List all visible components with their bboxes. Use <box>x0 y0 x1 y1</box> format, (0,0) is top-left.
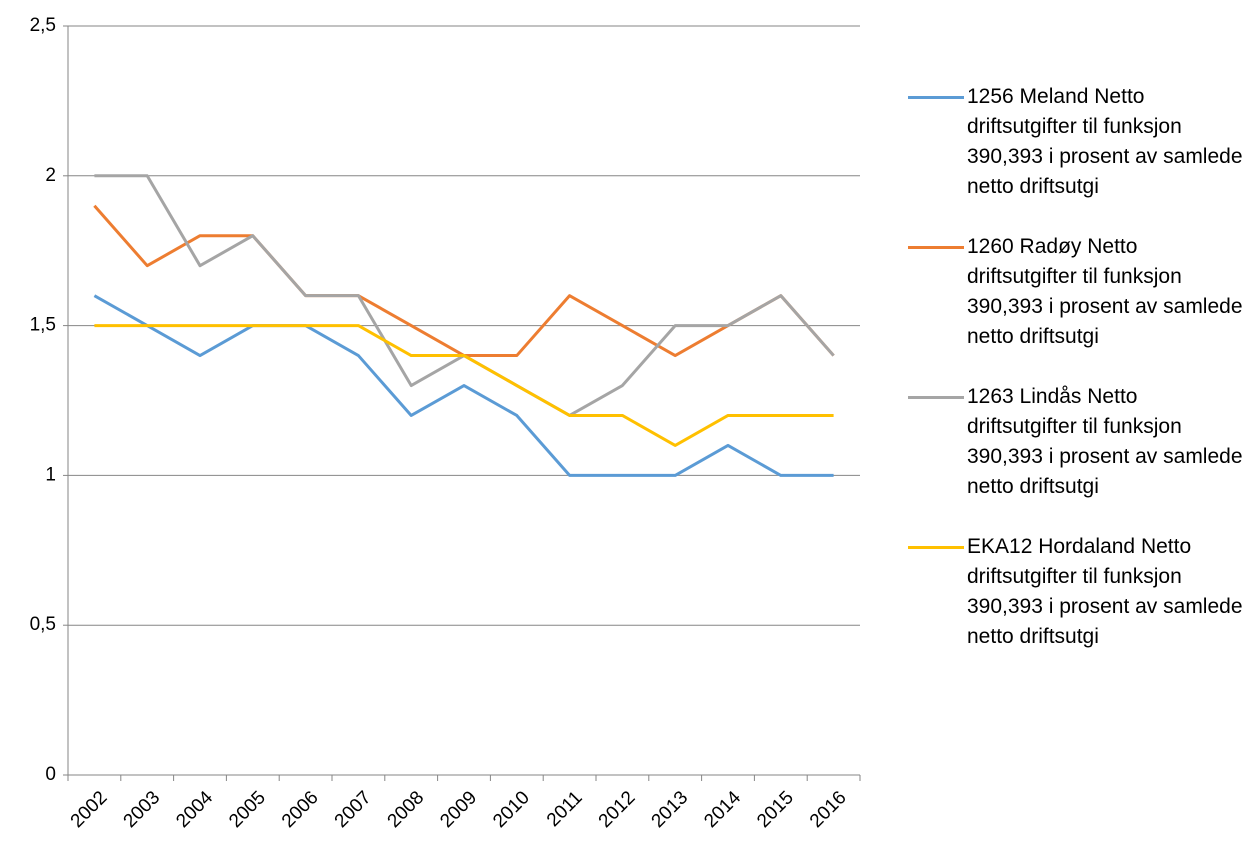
x-tick-label: 2016 <box>806 787 851 832</box>
y-tick-label: 0,5 <box>30 614 56 635</box>
legend-label: 1256 Meland Netto driftsutgifter til fun… <box>967 85 1243 198</box>
x-tick-label: 2014 <box>700 787 745 832</box>
legend-entry: EKA12 Hordaland Netto driftsutgifter til… <box>908 532 1243 652</box>
x-tick-label: 2010 <box>489 787 534 832</box>
legend-swatch <box>908 396 964 399</box>
x-tick-label: 2008 <box>384 787 429 832</box>
x-tick-label: 2009 <box>436 787 481 832</box>
y-tick-label: 2 <box>45 165 56 186</box>
y-tick-label: 2,5 <box>30 15 56 36</box>
x-tick-label: 2012 <box>595 787 640 832</box>
x-tick-label: 2013 <box>648 787 693 832</box>
legend-entry: 1260 Radøy Netto driftsutgifter til funk… <box>908 232 1243 352</box>
x-tick-label: 2011 <box>543 787 587 831</box>
x-tick-label: 2002 <box>67 787 112 832</box>
series-line <box>94 174 835 417</box>
legend-swatch <box>908 546 964 549</box>
legend-label: 1263 Lindås Netto driftsutgifter til fun… <box>967 385 1243 498</box>
y-tick-label: 1,5 <box>30 315 56 336</box>
x-tick-label: 2005 <box>225 787 270 832</box>
series-line <box>94 324 834 447</box>
plot-area: 0 0,5 1 1,5 2 2,5 2002 2003 2004 2005 2006 2007 2008… <box>30 15 861 832</box>
x-tick-label: 2004 <box>172 787 217 832</box>
legend-label: 1260 Radøy Netto driftsutgifter til funk… <box>967 235 1243 348</box>
legend-entry: 1256 Meland Netto driftsutgifter til fun… <box>908 82 1243 202</box>
legend-entry: 1263 Lindås Netto driftsutgifter til fun… <box>908 382 1243 502</box>
x-tick-label: 2007 <box>331 787 376 832</box>
legend-swatch <box>908 246 964 249</box>
x-tick-label: 2006 <box>278 787 323 832</box>
x-tick-label: 2003 <box>120 787 165 832</box>
series-line <box>93 204 835 358</box>
x-tick-label: 2015 <box>753 787 798 832</box>
y-tick-label: 0 <box>45 764 56 785</box>
legend-label: EKA12 Hordaland Netto driftsutgifter til… <box>967 535 1243 648</box>
series-line <box>93 294 834 477</box>
y-tick-label: 1 <box>45 464 56 485</box>
legend-swatch <box>908 96 964 99</box>
